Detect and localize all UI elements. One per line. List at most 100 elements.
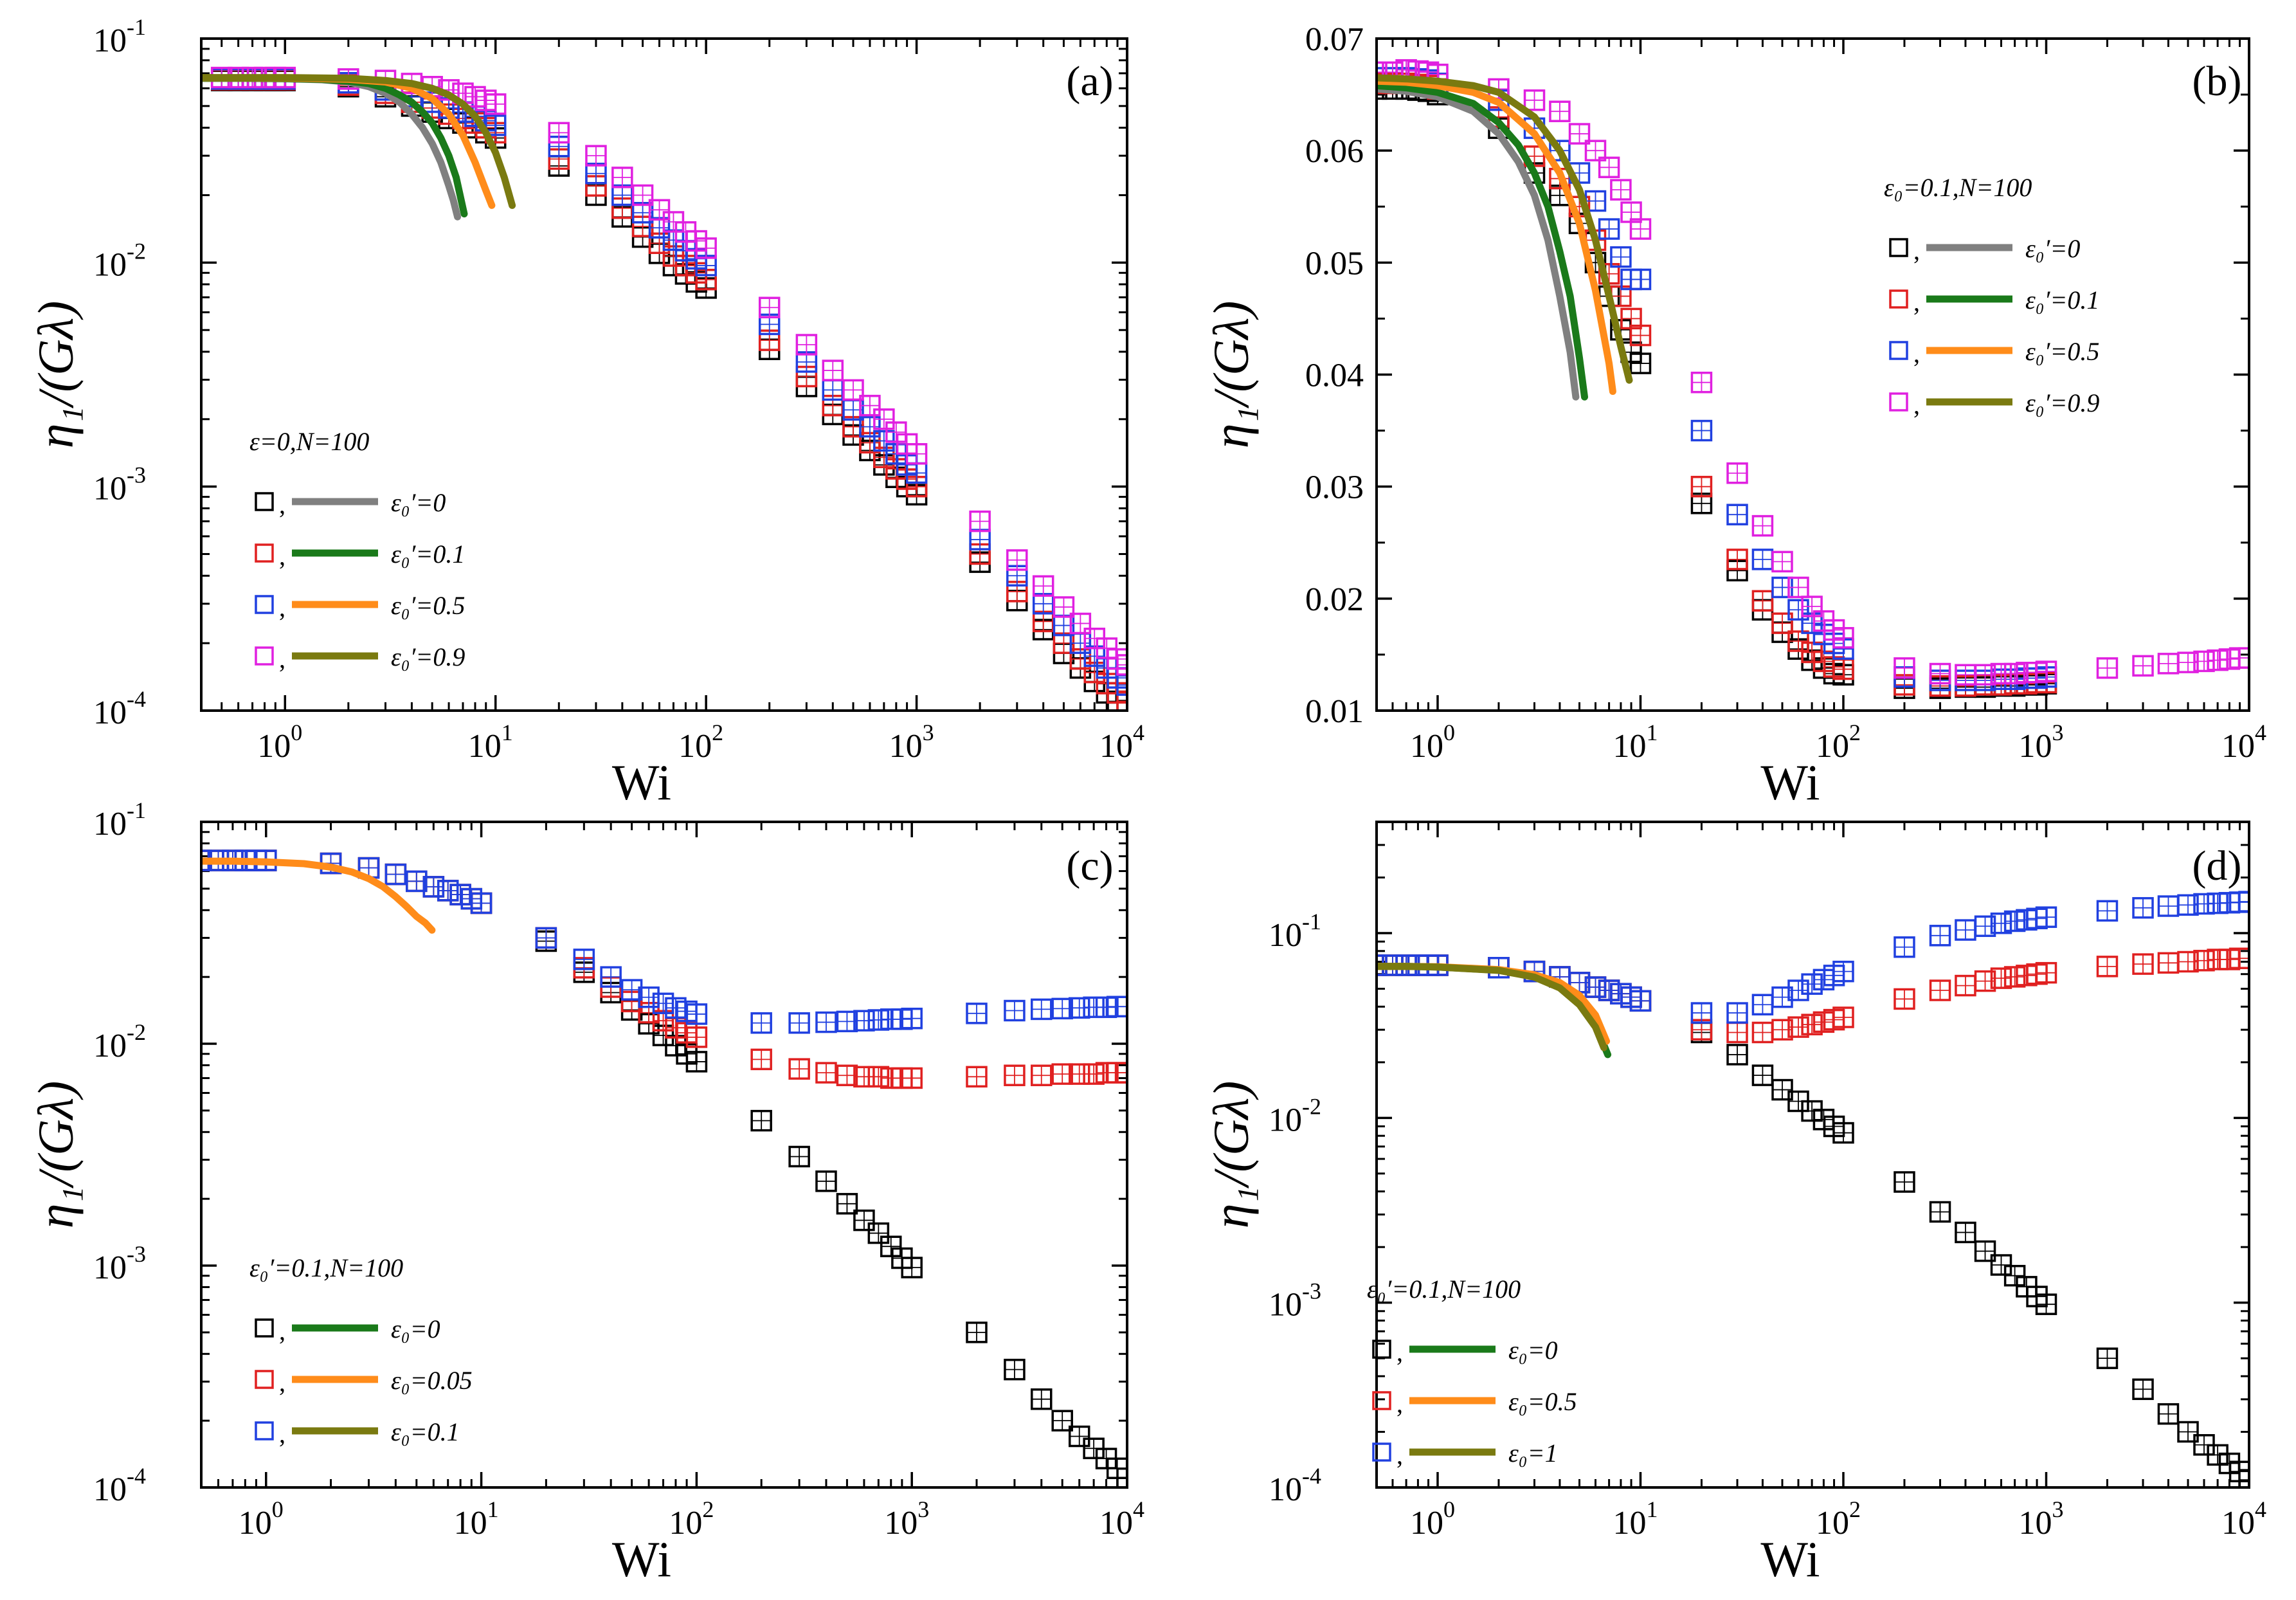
data-point — [1549, 100, 1571, 122]
data-point — [548, 122, 570, 144]
data-point — [1787, 599, 1809, 621]
legend-label: ε₀′=0.5 — [391, 591, 465, 620]
data-point — [2003, 910, 2026, 932]
data-point — [2096, 956, 2119, 977]
data-point — [2132, 896, 2154, 919]
data-point — [1116, 995, 1127, 1018]
theory-curve — [1377, 963, 1612, 1059]
data-point — [1894, 988, 1915, 1010]
legend-label: ε₀′=0 — [2025, 234, 2080, 263]
data-point — [966, 1322, 988, 1343]
y-tick-label: 0.04 — [1305, 358, 1364, 394]
y-tick-label: 10-1 — [93, 797, 146, 842]
data-point — [1690, 371, 1713, 394]
data-point — [1751, 1064, 1774, 1086]
plot-frame — [1375, 37, 2250, 712]
y-tick-label: 10-2 — [93, 1019, 146, 1064]
data-point — [2035, 906, 2057, 928]
legend-header: ε=0,N=100 — [249, 427, 369, 456]
data-point — [1787, 979, 1809, 1001]
legend-marker — [1372, 1340, 1391, 1359]
legend-entry: , ε₀′=0 — [1889, 234, 2080, 265]
legend-entry: , ε₀′=0.9 — [1889, 388, 2099, 419]
panel-c: 100 101 102 103 104 10-4 10-3 10-2 10-1 Wi η₁/(Gλ)… — [28, 797, 1144, 1587]
legend-label: ε₀=0 — [391, 1314, 440, 1343]
data-point — [1929, 1201, 1951, 1223]
data-point — [1832, 960, 1854, 983]
panel-d: 100 101 102 103 104 10-4 10-3 10-2 10-1 Wi η₁/(Gλ)… — [1203, 821, 2266, 1587]
x-tick-label: 103 — [2018, 720, 2063, 765]
marker-series — [210, 69, 1127, 711]
data-point — [685, 1026, 708, 1048]
x-tick-label: 102 — [1816, 1496, 1861, 1541]
legend-entry: , ε₀′=0 — [255, 488, 446, 519]
data-point — [2132, 655, 2154, 677]
theory-curve — [1377, 82, 1588, 401]
data-point — [966, 1003, 988, 1024]
data-point — [1751, 514, 1774, 537]
y-tick-label: 0.07 — [1305, 21, 1364, 58]
data-point — [484, 93, 507, 115]
data-point — [1832, 627, 1854, 649]
legend-marker — [255, 646, 274, 666]
panel-label: (c) — [1066, 842, 1113, 889]
x-tick-label: 103 — [889, 720, 934, 765]
y-tick-label: 0.03 — [1305, 469, 1364, 506]
y-tick-label: 10-4 — [93, 1463, 146, 1508]
plot-area — [201, 850, 1127, 1487]
legend-marker — [1372, 1391, 1391, 1410]
marker-series — [201, 850, 1127, 1487]
data-point — [815, 1170, 837, 1192]
legend-entry: , ε₀′=0.5 — [255, 591, 465, 622]
data-point — [1726, 462, 1748, 484]
data-point — [2177, 950, 2199, 973]
data-point — [1787, 630, 1809, 652]
legend-marker — [255, 543, 274, 563]
data-point — [836, 1193, 858, 1215]
plot-frame — [1375, 821, 2250, 1489]
legend-marker — [1889, 392, 1908, 412]
legend-entry: , ε₀=0.05 — [255, 1366, 473, 1397]
data-point — [1116, 674, 1127, 696]
data-point — [1929, 979, 1951, 1001]
data-point — [585, 145, 607, 167]
data-point — [859, 394, 881, 417]
data-point — [1955, 974, 1976, 997]
theory-curve — [201, 74, 516, 209]
theory-curve — [1377, 963, 1607, 1051]
legend-entry: , ε₀′=0.1 — [255, 540, 465, 570]
data-point — [384, 863, 407, 886]
data-point — [1787, 576, 1809, 599]
data-point — [638, 986, 660, 1008]
data-point — [859, 415, 881, 438]
data-point — [750, 1048, 772, 1071]
legend-comma: , — [1913, 236, 1920, 265]
data-point — [665, 997, 687, 1019]
y-axis-title: η₁/(Gλ) — [28, 301, 84, 449]
theory-curve — [1377, 85, 1580, 401]
marker-series — [210, 66, 1127, 676]
legend-comma: , — [279, 644, 285, 673]
data-point — [1116, 1467, 1127, 1487]
x-tick-label: 100 — [257, 720, 302, 765]
data-point — [535, 927, 557, 949]
data-point — [905, 443, 928, 465]
data-point — [905, 462, 928, 484]
x-tick-label: 104 — [1099, 1496, 1144, 1541]
data-point — [1584, 976, 1607, 998]
data-point — [437, 880, 459, 902]
data-point — [2238, 1469, 2249, 1487]
y-tick-label: 10-2 — [1269, 1093, 1321, 1138]
y-tick-label: 0.05 — [1305, 245, 1364, 282]
y-tick-label: 10-4 — [93, 686, 146, 731]
data-point — [631, 184, 654, 206]
x-tick-label: 100 — [1410, 720, 1455, 765]
data-point — [1690, 475, 1713, 498]
marker-series — [201, 850, 1127, 1089]
plot-area — [1377, 59, 2249, 699]
data-point — [1068, 1425, 1090, 1448]
plot-area — [1377, 891, 2249, 1487]
y-tick-label: 10-3 — [93, 462, 146, 507]
legend-marker — [1889, 238, 1908, 257]
